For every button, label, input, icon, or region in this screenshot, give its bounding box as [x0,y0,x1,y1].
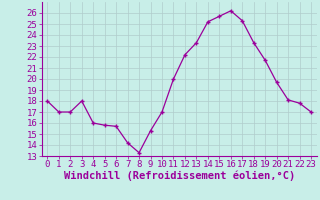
X-axis label: Windchill (Refroidissement éolien,°C): Windchill (Refroidissement éolien,°C) [64,171,295,181]
